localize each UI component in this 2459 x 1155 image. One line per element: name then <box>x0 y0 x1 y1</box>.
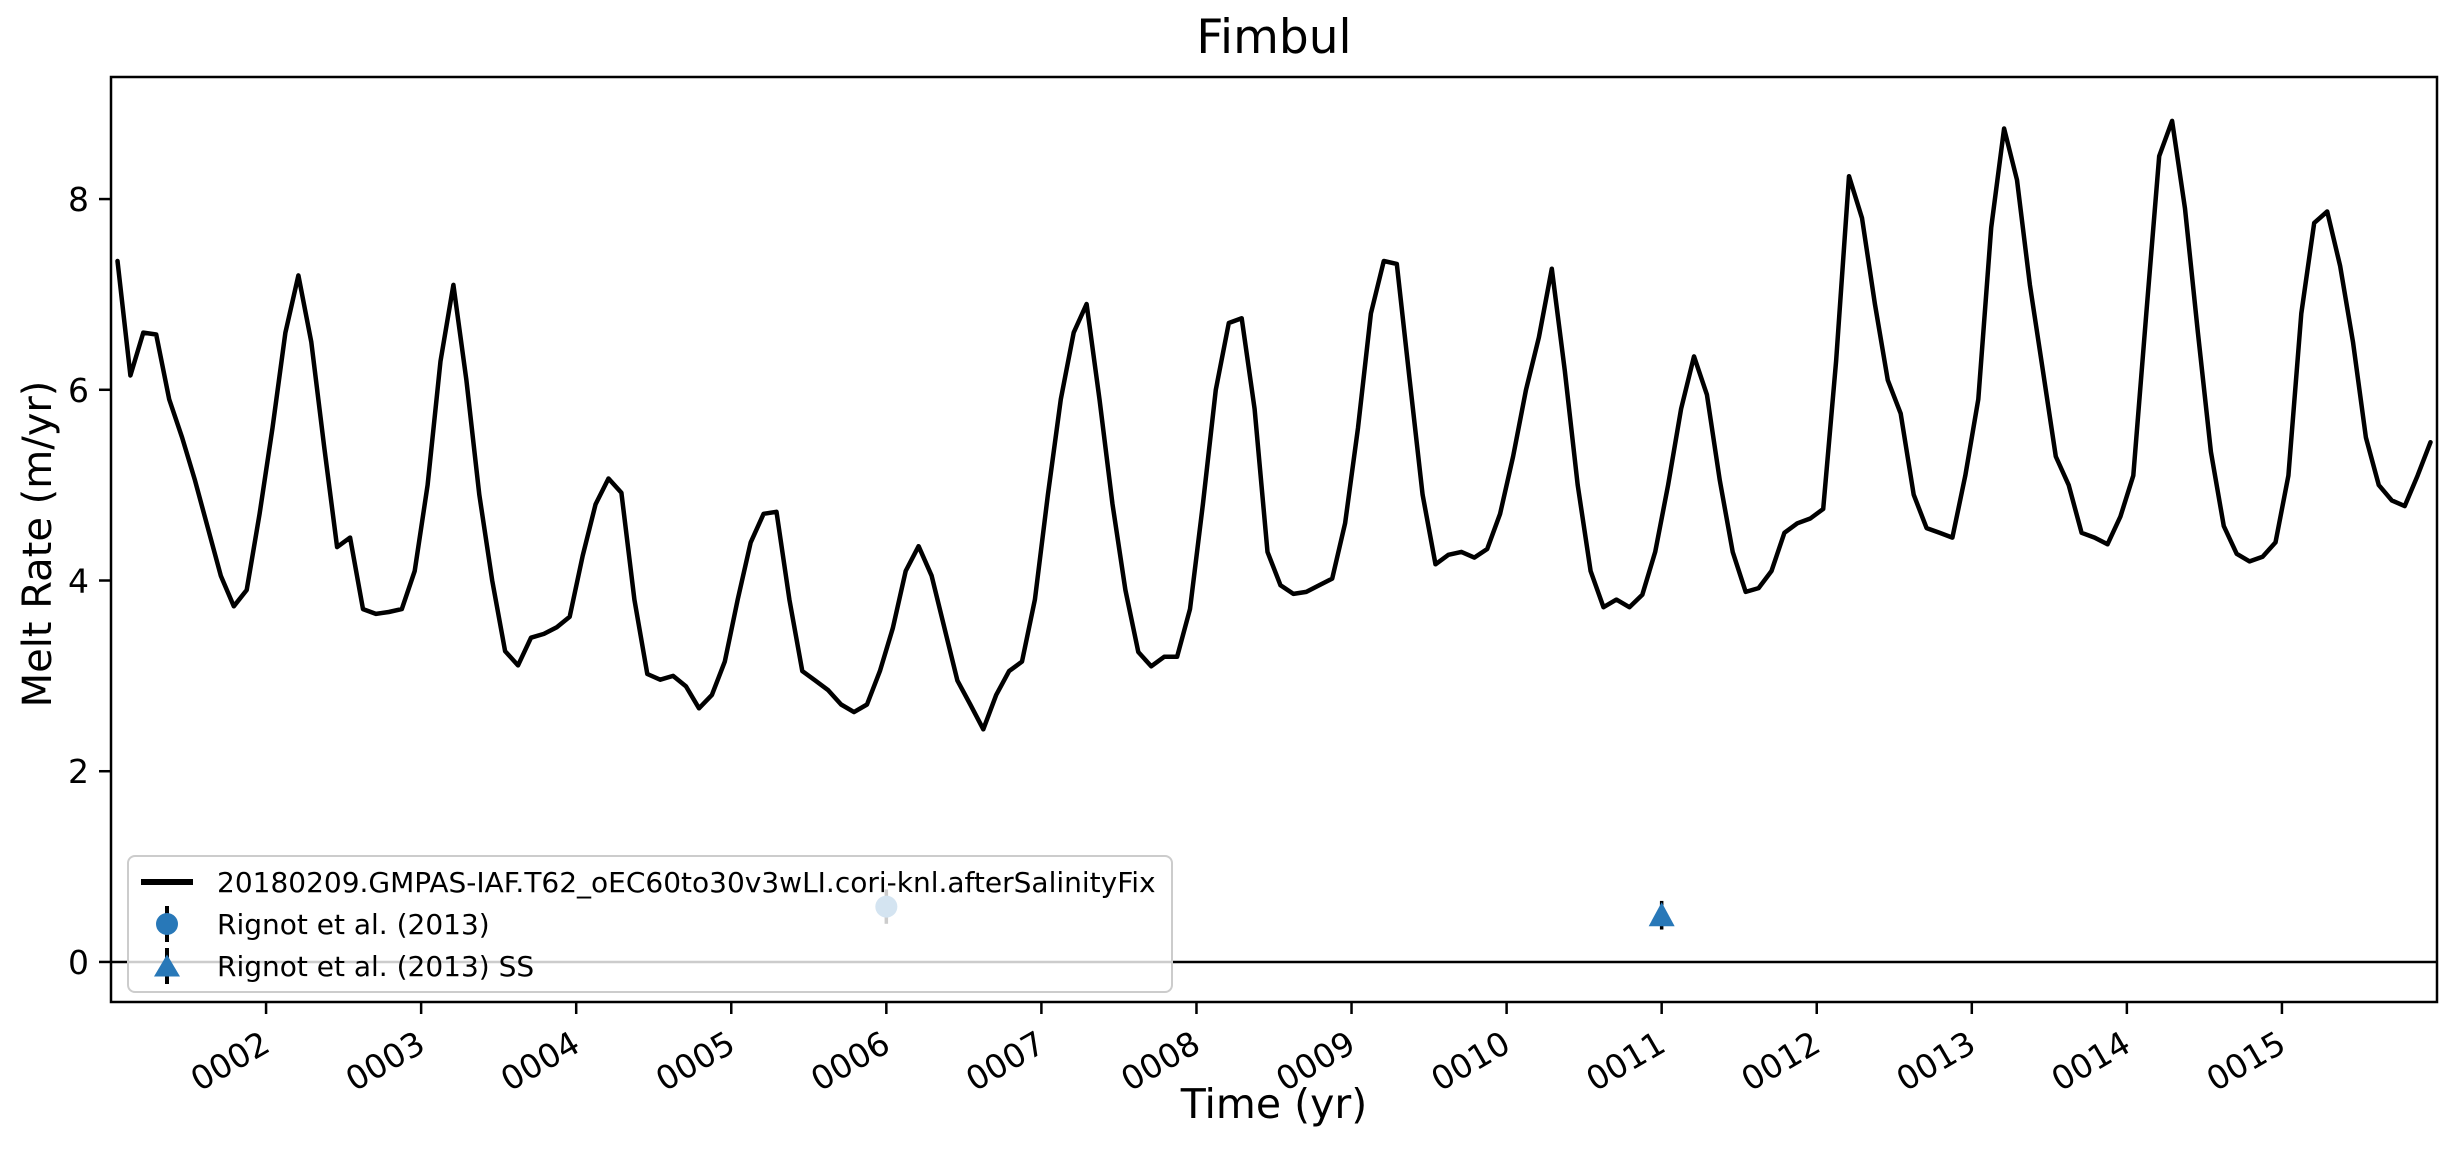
legend-entry: Rignot et al. (2013) <box>129 904 1171 944</box>
y-tick-label: 6 <box>68 371 89 410</box>
line-swatch <box>141 879 193 885</box>
obs-triangle-marker <box>1648 902 1675 927</box>
legend-line-icon <box>129 862 205 902</box>
triangle-swatch <box>154 954 180 977</box>
y-tick-label: 0 <box>68 943 89 982</box>
legend-entry-label: 20180209.GMPAS-IAF.T62_oEC60to30v3wLI.co… <box>217 865 1156 899</box>
legend-circle-icon <box>129 904 205 944</box>
legend: 20180209.GMPAS-IAF.T62_oEC60to30v3wLI.co… <box>127 855 1173 993</box>
legend-entry-label: Rignot et al. (2013) SS <box>217 949 535 983</box>
y-tick-label: 4 <box>68 562 89 601</box>
legend-entry-label: Rignot et al. (2013) <box>217 907 490 941</box>
melt-rate-curve <box>115 118 2433 732</box>
legend-entry: Rignot et al. (2013) SS <box>129 946 1171 986</box>
legend-entry: 20180209.GMPAS-IAF.T62_oEC60to30v3wLI.co… <box>129 862 1171 902</box>
axes-frame <box>109 75 2439 1004</box>
circle-swatch <box>156 913 178 935</box>
y-tick-label: 8 <box>68 180 89 219</box>
y-tick-label: 2 <box>68 752 89 791</box>
chart-title: Fimbul <box>1196 10 1352 65</box>
y-axis-label: Melt Rate (m/yr) <box>15 380 61 708</box>
x-axis-label: Time (yr) <box>1180 1080 1368 1128</box>
legend-triangle-icon <box>129 946 205 986</box>
